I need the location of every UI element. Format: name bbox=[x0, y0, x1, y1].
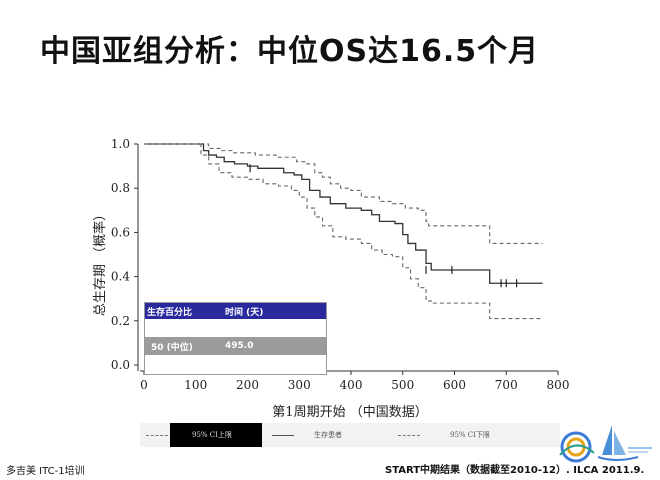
x-tick-label: 600 bbox=[443, 378, 466, 392]
table-header: 生存百分比 时间 (天) bbox=[145, 303, 326, 319]
legend-highlight-box bbox=[170, 423, 262, 447]
legend-dashed-line bbox=[398, 434, 420, 436]
chart-legend: 95% CI上限 生存患者 95% CI下限 bbox=[140, 423, 560, 447]
x-tick-label: 800 bbox=[547, 378, 570, 392]
table-header-time: 时间 (天) bbox=[225, 307, 264, 318]
legend-label-lower: 95% CI下限 bbox=[450, 431, 490, 439]
series-layer bbox=[144, 143, 543, 320]
y-tick-label: 0.0 bbox=[111, 358, 130, 372]
x-tick-label: 100 bbox=[184, 378, 207, 392]
slide-title: 中国亚组分析：中位OS达16.5个月 bbox=[40, 34, 540, 69]
conference-logo-icon bbox=[559, 425, 652, 463]
x-tick-label: 200 bbox=[236, 378, 259, 392]
y-axis-title: 总生存期 （概率） bbox=[92, 208, 108, 316]
censor-marks bbox=[249, 164, 518, 288]
x-tick-label: 300 bbox=[288, 378, 311, 392]
median-table: 生存百分比 时间 (天) 50 (中位) 495.0 bbox=[144, 302, 327, 375]
legend-upper-ci bbox=[146, 423, 174, 447]
axes: 0 100 200 300 400 500 600 700 800 0.0 0.2 0.4 0.6 0.8… bbox=[111, 137, 570, 392]
series-line-0 bbox=[144, 143, 543, 244]
legend-solid-line bbox=[272, 434, 294, 436]
legend-dashed-line bbox=[146, 434, 168, 436]
x-tick-label: 500 bbox=[391, 378, 414, 392]
y-tick-label: 0.4 bbox=[111, 270, 130, 284]
legend-label-survivors: 生存患者 bbox=[314, 431, 342, 439]
legend-survivors: 生存患者 bbox=[272, 423, 342, 447]
table-row-label: 50 (中位) bbox=[151, 342, 193, 353]
legend-lower-ci: 95% CI下限 bbox=[398, 423, 490, 447]
y-tick-label: 1.0 bbox=[111, 137, 130, 151]
footer-right: START中期结果（数据截至2010-12）. ILCA 2011.9. bbox=[385, 465, 645, 476]
table-spacer bbox=[145, 319, 326, 337]
x-axis-title: 第1周期开始 （中国数据） bbox=[272, 405, 427, 420]
table-row-value: 495.0 bbox=[225, 341, 254, 351]
table-header-percent: 生存百分比 bbox=[147, 307, 193, 318]
x-tick-label: 700 bbox=[495, 378, 518, 392]
y-tick-label: 0.8 bbox=[111, 181, 130, 195]
y-tick-label: 0.2 bbox=[111, 314, 130, 328]
x-tick-label: 400 bbox=[340, 378, 363, 392]
x-tick-label: 0 bbox=[140, 378, 148, 392]
table-row: 50 (中位) 495.0 bbox=[145, 337, 326, 355]
series-line-1 bbox=[144, 143, 543, 284]
legend-upper-ci-label: 95% CI上限 bbox=[192, 423, 232, 447]
series-line-2 bbox=[144, 143, 543, 320]
legend-label-upper: 95% CI上限 bbox=[192, 431, 232, 439]
y-tick-label: 0.6 bbox=[111, 225, 130, 239]
footer-left: 多吉美 ITC-1培训 bbox=[6, 466, 85, 477]
